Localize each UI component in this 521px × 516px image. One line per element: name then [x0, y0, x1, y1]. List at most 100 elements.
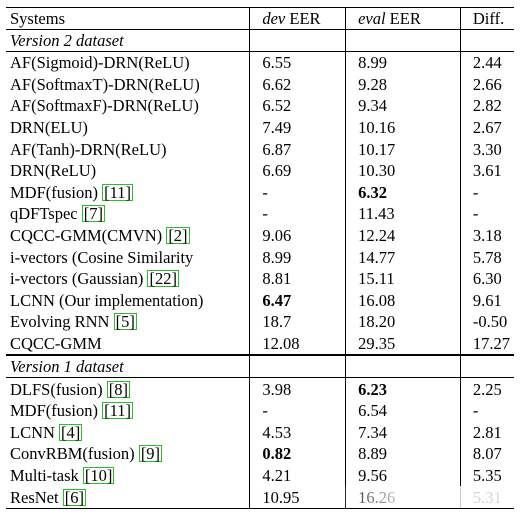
diff-cell: 5.35 — [459, 464, 514, 487]
system-name: ResNet — [10, 487, 63, 507]
table-row: DRN(ELU) 7.49 10.16 2.67 — [6, 116, 514, 139]
table-row: DRN(ReLU) 6.69 10.30 3.61 — [6, 159, 514, 182]
system-name-cell: DRN(ReLU) — [6, 160, 250, 182]
section-header-row: Version 1 dataset — [6, 354, 514, 379]
table-row: Multi-task [10] 4.21 9.56 5.35 — [6, 464, 514, 487]
table-row: AF(Tanh)-DRN(ReLU) 6.87 10.17 3.30 — [6, 138, 514, 160]
section-title: Version 2 dataset — [6, 29, 250, 52]
table-row: qDFTspec [7] -11.43- — [6, 203, 514, 225]
system-name-cell: DLFS(fusion) [8] — [6, 378, 250, 400]
eval-eer-cell: 16.08 — [345, 289, 461, 312]
system-name-cell: AF(SoftmaxT)-DRN(ReLU) — [6, 74, 250, 96]
citation-link[interactable]: [11] — [102, 401, 134, 421]
dev-eer-cell: 6.69 — [249, 159, 346, 182]
system-name: Evolving RNN — [10, 312, 114, 332]
system-name-cell: MDF(fusion) [11] — [6, 400, 250, 422]
diff-cell: 2.81 — [459, 421, 514, 444]
eval-eer-cell: 10.16 — [345, 116, 461, 139]
header-eval-eer: eval EER — [345, 7, 461, 30]
citation-link[interactable]: [2] — [166, 226, 190, 246]
table-row: CQCC-GMM 12.08 29.35 17.27 — [6, 332, 514, 356]
header-eval-suffix: EER — [385, 9, 421, 28]
citation-link[interactable]: [4] — [59, 422, 83, 442]
diff-cell: - — [459, 399, 514, 422]
dev-eer-cell: 6.47 — [249, 289, 346, 312]
system-name: AF(SoftmaxT)-DRN(ReLU) — [10, 74, 200, 94]
eval-eer-cell: 9.28 — [345, 73, 461, 96]
dev-eer-cell: 4.53 — [249, 421, 346, 444]
section-spacer-cell — [345, 354, 461, 379]
dev-eer-cell: - — [249, 399, 346, 422]
diff-cell: 2.44 — [459, 51, 514, 74]
citation-link[interactable]: [7] — [81, 204, 105, 224]
dev-eer-cell: 6.55 — [249, 51, 346, 74]
eval-eer-cell: 6.54 — [345, 399, 461, 422]
eval-eer-cell: 8.99 — [345, 51, 461, 74]
dev-eer-cell: - — [249, 203, 346, 225]
dev-eer-cell: 0.82 — [249, 443, 346, 465]
header-systems: Systems — [6, 7, 250, 30]
system-name-cell: Multi-task [10] — [6, 465, 250, 487]
citation-link[interactable]: [8] — [106, 379, 130, 399]
citation-link[interactable]: [10] — [82, 465, 115, 485]
system-name: AF(Tanh)-DRN(ReLU) — [10, 139, 167, 159]
system-name-cell: MDF(fusion) [11] — [6, 182, 250, 204]
dev-eer-cell: 6.52 — [249, 95, 346, 117]
eval-eer-cell: 9.56 — [345, 464, 461, 487]
table-row: LCNN (Our implementation) 6.47 16.08 9.61 — [6, 289, 514, 312]
system-name: Multi-task — [10, 465, 83, 485]
header-dev-eer: dev EER — [249, 7, 346, 30]
dev-eer-cell: 4.21 — [249, 464, 346, 487]
eval-eer-cell: 14.77 — [345, 246, 461, 268]
system-name-cell: ConvRBM(fusion) [9] — [6, 443, 250, 465]
eval-eer-cell: 9.34 — [345, 95, 461, 117]
dev-eer-cell: 8.99 — [249, 246, 346, 268]
system-name: MDF(fusion) — [10, 182, 103, 202]
header-dev-suffix: EER — [285, 9, 321, 28]
table-row: AF(Sigmoid)-DRN(ReLU) 6.55 8.99 2.44 — [6, 51, 514, 74]
system-name-cell: qDFTspec [7] — [6, 203, 250, 225]
system-name: ConvRBM(fusion) — [10, 444, 139, 464]
system-name: AF(Sigmoid)-DRN(ReLU) — [10, 53, 190, 73]
dev-eer-cell: 6.62 — [249, 73, 346, 96]
section-spacer-cell — [249, 29, 346, 52]
system-name: LCNN — [10, 422, 60, 442]
diff-cell: 8.07 — [459, 443, 514, 465]
eval-eer-cell: 18.20 — [345, 311, 461, 333]
eval-eer-cell: 10.30 — [345, 159, 461, 182]
citation-link[interactable]: [22] — [147, 269, 179, 289]
system-name-cell: Evolving RNN [5] — [6, 311, 250, 333]
system-name-cell: DRN(ELU) — [6, 117, 250, 139]
eval-eer-cell: 8.89 — [345, 443, 461, 465]
citation-link[interactable]: [11] — [102, 182, 134, 202]
system-name: DRN(ReLU) — [10, 161, 97, 181]
system-name-cell: i-vectors (Cosine Similarity — [6, 246, 250, 268]
eval-eer-cell: 15.11 — [345, 267, 461, 290]
dev-eer-cell: 9.06 — [249, 224, 346, 247]
system-name: CQCC-GMM(CMVN) — [10, 226, 167, 246]
citation-link[interactable]: [5] — [113, 312, 137, 332]
system-name-cell: AF(Sigmoid)-DRN(ReLU) — [6, 52, 250, 74]
diff-cell: 3.30 — [459, 138, 514, 160]
dev-eer-cell: 8.81 — [249, 267, 346, 290]
system-name-cell: LCNN (Our implementation) — [6, 290, 250, 312]
diff-cell: 2.66 — [459, 73, 514, 96]
eval-eer-cell: 7.34 — [345, 421, 461, 444]
system-name: AF(SoftmaxF)-DRN(ReLU) — [10, 96, 199, 116]
table-row: LCNN [4] 4.53 7.34 2.81 — [6, 421, 514, 444]
diff-cell: 3.18 — [459, 224, 514, 247]
diff-cell: 2.82 — [459, 95, 514, 117]
table-row: i-vectors (Gaussian) [22] 8.81 15.11 6.30 — [6, 267, 514, 290]
section-spacer-cell — [345, 29, 461, 52]
table-body: Version 2 dataset AF(Sigmoid)-DRN(ReLU) 6.… — [6, 29, 514, 509]
header-eval-prefix: eval — [358, 9, 386, 28]
system-name-cell: CQCC-GMM — [6, 333, 250, 356]
system-name: LCNN (Our implementation) — [10, 290, 204, 310]
citation-link[interactable]: [6] — [62, 487, 86, 507]
header-diff: Diff. — [459, 7, 514, 30]
diff-cell: - — [459, 203, 514, 225]
diff-cell: -0.50 — [459, 311, 514, 333]
citation-link[interactable]: [9] — [138, 444, 163, 464]
dev-eer-cell: - — [249, 181, 346, 204]
results-table: Systems dev EER eval EER Diff. Version 2… — [6, 7, 514, 509]
